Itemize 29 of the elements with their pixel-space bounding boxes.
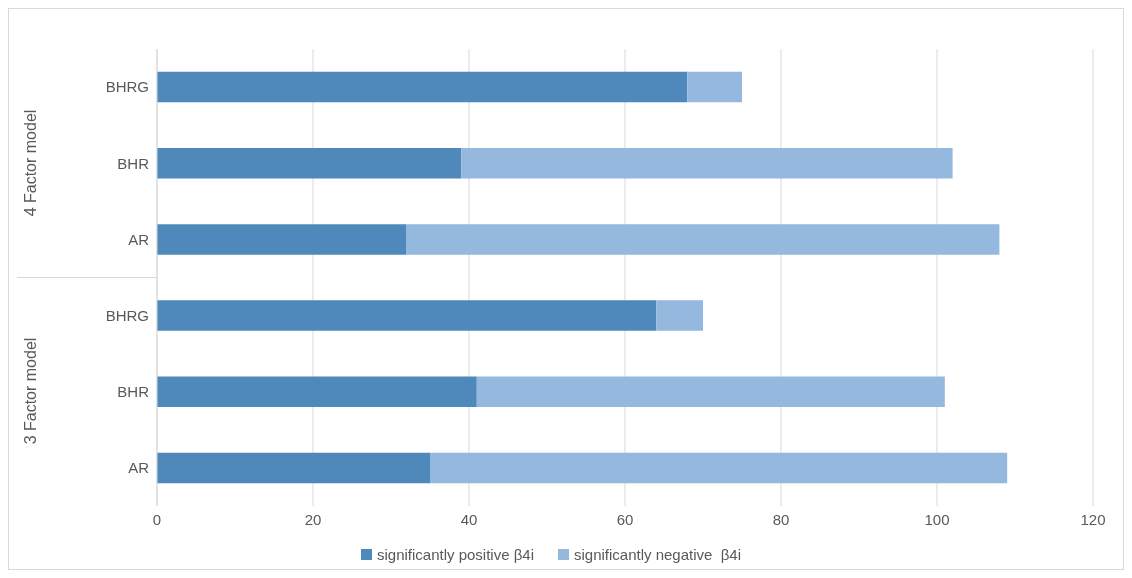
y-tick-label: AR (128, 459, 150, 477)
bar (656, 300, 703, 331)
text: 4 Factor model (22, 109, 40, 217)
bar (157, 148, 462, 179)
bar (430, 452, 1008, 484)
y-tick-label: BHRG (105, 78, 149, 96)
x-tick-label: 60 (616, 510, 634, 528)
bar (461, 148, 953, 179)
x-tick-label: 120 (1080, 510, 1106, 528)
y-tick-label: BHRG (105, 306, 149, 324)
y-tick-label: AR (128, 230, 150, 248)
legend-label: significantly positive β4i (376, 546, 534, 563)
bar (157, 71, 688, 103)
bar (157, 376, 477, 407)
x-tick-label: 80 (772, 510, 790, 528)
bar (157, 224, 407, 255)
y-tick-label: BHR (117, 154, 150, 172)
y-tick-label: BHR (117, 383, 150, 401)
bar (157, 452, 430, 484)
bar (687, 71, 742, 103)
x-tick-label: 0 (152, 510, 162, 528)
bar (406, 224, 1000, 255)
bar (476, 376, 945, 407)
x-tick-label: 100 (924, 510, 950, 528)
bar (157, 300, 657, 331)
text: 3 Factor model (22, 337, 40, 445)
x-tick-label: 40 (460, 510, 478, 528)
x-tick-label: 20 (304, 510, 322, 528)
legend-label: significantly negative β4i (573, 546, 742, 563)
